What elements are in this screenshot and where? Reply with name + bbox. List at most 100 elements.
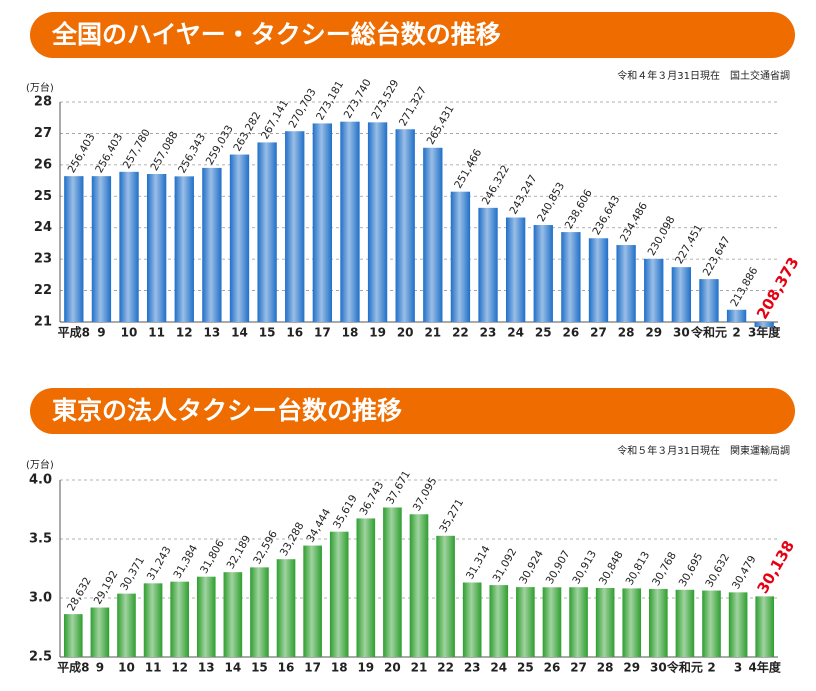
value-label: 31,092 xyxy=(491,546,520,584)
bar xyxy=(119,171,139,322)
x-tick-label: 10 xyxy=(121,326,138,340)
bar xyxy=(533,225,553,322)
x-tick-label: 15 xyxy=(251,661,268,675)
x-tick-label: 27 xyxy=(570,661,587,675)
bar xyxy=(356,518,376,657)
x-tick-label: 19 xyxy=(357,661,374,675)
x-tick-label: 10 xyxy=(118,661,135,675)
chart-title: 東京の法人タクシー台数の推移 xyxy=(52,396,402,425)
y-tick-label: 27 xyxy=(34,126,52,141)
x-tick-label: 平成8 xyxy=(57,660,89,675)
x-tick-label: 15 xyxy=(259,326,276,340)
value-label: 35,619 xyxy=(331,493,360,531)
value-label: 243,247 xyxy=(507,173,539,217)
value-label: 273,529 xyxy=(369,78,401,122)
x-tick-label: 11 xyxy=(145,661,162,675)
bar xyxy=(90,607,110,657)
value-label: 257,088 xyxy=(148,129,180,173)
value-label: 31,243 xyxy=(145,545,174,583)
bar xyxy=(754,322,774,328)
y-tick-label: 26 xyxy=(34,157,52,172)
bar xyxy=(383,507,402,657)
bar xyxy=(64,176,84,322)
x-tick-label: 28 xyxy=(597,661,614,675)
value-label: 251,466 xyxy=(452,147,484,191)
x-tick-label: 12 xyxy=(176,326,193,340)
bar xyxy=(423,147,443,322)
highlight-value-label: 208,373 xyxy=(753,254,803,322)
value-label: 30,371 xyxy=(118,555,147,593)
x-tick-label: 9 xyxy=(97,326,105,340)
value-label: 32,596 xyxy=(251,528,280,566)
x-tick-label: 16 xyxy=(286,326,303,340)
bar xyxy=(588,238,609,322)
bar xyxy=(257,142,277,322)
value-label: 240,853 xyxy=(535,180,567,224)
x-tick-label: 20 xyxy=(397,326,414,340)
y-tick-label: 2.5 xyxy=(29,650,52,665)
x-tick-label: 19 xyxy=(369,326,386,340)
x-tick-label: 平成8 xyxy=(58,325,90,340)
value-label: 238,606 xyxy=(563,187,595,231)
value-label: 230,098 xyxy=(646,214,678,258)
x-tick-label: 令和元 xyxy=(666,660,703,675)
value-label: 29,192 xyxy=(92,569,121,607)
bar xyxy=(462,582,482,657)
x-tick-label: 17 xyxy=(304,661,321,675)
value-label: 31,384 xyxy=(171,543,200,581)
x-tick-label: 25 xyxy=(517,661,534,675)
x-tick-label: 3 xyxy=(734,661,742,675)
y-tick-label: 24 xyxy=(34,220,52,235)
x-tick-label: 令和元 xyxy=(690,325,727,340)
value-label: 234,486 xyxy=(618,200,650,244)
value-label: 30,813 xyxy=(624,550,653,588)
x-tick-label: 12 xyxy=(171,661,188,675)
y-tick-label: 23 xyxy=(34,252,52,267)
bar xyxy=(250,567,269,657)
bar xyxy=(616,245,636,322)
bar xyxy=(675,589,695,657)
bar xyxy=(649,588,668,657)
bar xyxy=(91,176,112,322)
x-tick-label: 14 xyxy=(231,326,248,340)
x-tick-label: 16 xyxy=(278,661,295,675)
x-tick-label: 4年度 xyxy=(749,660,782,675)
x-tick-label: 26 xyxy=(544,661,561,675)
bar xyxy=(63,614,83,657)
value-label: 30,632 xyxy=(703,552,732,590)
x-tick-label: 23 xyxy=(480,326,497,340)
bar xyxy=(478,207,498,322)
bar xyxy=(726,309,747,322)
value-label: 35,271 xyxy=(437,497,466,535)
x-tick-label: 27 xyxy=(590,326,607,340)
bar xyxy=(146,174,167,322)
bar xyxy=(702,590,721,657)
x-tick-label: 18 xyxy=(342,326,359,340)
value-label: 246,322 xyxy=(480,163,512,207)
bar xyxy=(202,167,222,322)
x-tick-label: 22 xyxy=(452,326,469,340)
bar xyxy=(276,559,296,657)
y-tick-label: 21 xyxy=(34,315,52,330)
value-label: 265,431 xyxy=(425,103,457,147)
bar xyxy=(622,588,642,657)
x-tick-label: 29 xyxy=(623,661,640,675)
bar xyxy=(312,123,333,322)
value-label: 271,327 xyxy=(397,85,429,129)
value-label: 30,907 xyxy=(544,548,573,586)
bar xyxy=(395,129,415,322)
value-label: 36,743 xyxy=(358,480,387,518)
bar xyxy=(699,279,719,322)
value-label: 213,886 xyxy=(728,265,760,309)
x-tick-label: 21 xyxy=(411,661,428,675)
title-banner xyxy=(30,388,795,434)
x-tick-label: 17 xyxy=(314,326,331,340)
x-tick-label: 2 xyxy=(707,661,715,675)
value-label: 256,403 xyxy=(93,132,125,176)
bar xyxy=(569,587,588,657)
x-tick-label: 13 xyxy=(198,661,215,675)
value-label: 30,913 xyxy=(570,548,599,586)
y-tick-label: 3.5 xyxy=(29,532,52,547)
value-label: 30,768 xyxy=(650,550,679,588)
